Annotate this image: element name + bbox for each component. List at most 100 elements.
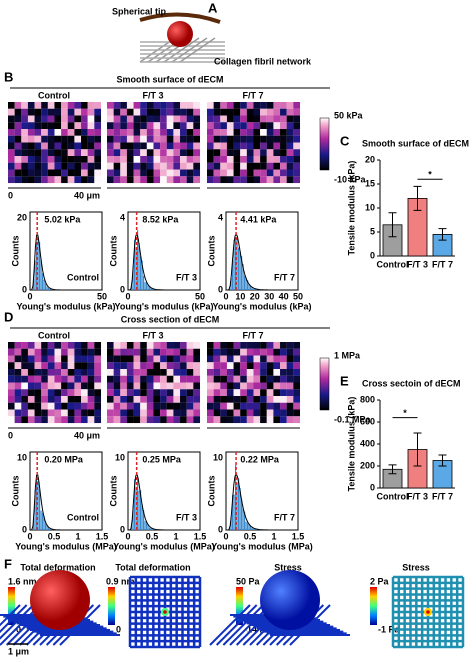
y-tick-label: 20 — [365, 154, 375, 164]
heatmap-cell — [74, 355, 82, 363]
histogram-bar — [144, 520, 146, 530]
heatmap-cell — [260, 149, 267, 157]
heatmap-cell — [186, 409, 194, 417]
heatmap-cell — [186, 162, 194, 170]
histogram-bar — [48, 527, 50, 530]
histogram-bar — [233, 239, 235, 290]
heatmap-cell — [226, 402, 234, 410]
heatmap-cell — [266, 169, 274, 177]
histogram-bar — [241, 499, 243, 530]
heatmap-cell — [186, 169, 194, 177]
heatmap-cell — [126, 169, 134, 177]
x-axis-label: Young's modulus (kPa) — [213, 301, 312, 311]
histogram-bar — [37, 481, 39, 530]
heatmap-cell — [153, 342, 161, 349]
panel-title: Stress — [274, 562, 302, 572]
heatmap-cell — [207, 382, 214, 390]
heatmap-cell — [153, 102, 161, 109]
heatmap-cell — [8, 135, 15, 143]
heatmap-cell — [240, 115, 247, 123]
heatmap-cell — [74, 382, 82, 390]
heatmap-cell — [273, 108, 281, 116]
heatmap-cell — [61, 409, 68, 417]
heatmap-cell — [220, 409, 227, 417]
heatmap-cell — [21, 342, 28, 349]
heatmap-cell — [47, 362, 55, 370]
heatmap-cell — [81, 348, 88, 356]
heatmap-cell — [286, 402, 294, 410]
histogram-bar — [147, 285, 149, 290]
heatmap-cell — [14, 409, 22, 417]
heatmap-cell — [160, 402, 167, 410]
heatmap-cell — [233, 108, 241, 116]
heatmap-cell — [193, 102, 201, 109]
heatmap-cell — [246, 156, 254, 163]
heatmap-cell — [293, 409, 301, 417]
heatmap-cell — [166, 142, 174, 150]
heatmap-cell — [126, 375, 134, 383]
heatmap-cell — [113, 142, 121, 150]
x-axis-label: Young's modulus (kPa) — [17, 301, 116, 311]
heatmap-cell — [94, 389, 102, 397]
heatmap-cell — [286, 375, 294, 383]
y-axis-label: Counts — [108, 236, 118, 267]
heatmap-cell — [54, 142, 62, 150]
heatmap-cell — [166, 108, 174, 116]
grid — [0, 604, 28, 634]
heatmap-cell — [260, 375, 267, 383]
x-tick-label: 0 — [125, 291, 130, 301]
heatmap-cell — [253, 102, 261, 109]
heatmap-cell — [293, 342, 301, 349]
heatmap-cell — [113, 409, 121, 417]
heatmap-cell — [41, 176, 48, 184]
heatmap-cell — [153, 176, 161, 184]
heatmap-cell — [173, 176, 181, 184]
heatmap-cell — [260, 176, 267, 184]
heatmap-cell — [74, 115, 82, 123]
heatmap-cell — [213, 156, 221, 163]
heatmap-cell — [160, 115, 167, 123]
heatmap-cell — [47, 409, 55, 417]
histogram-bar — [40, 510, 42, 530]
heatmap-cell — [41, 129, 48, 136]
heatmap-cell — [240, 389, 247, 397]
heatmap-cell — [266, 156, 274, 163]
heatmap-cell — [166, 375, 174, 383]
heatmap-cell — [120, 108, 127, 116]
heatmap-cell — [233, 342, 241, 349]
heatmap-cell — [21, 402, 28, 410]
x-tick-label: 0.5 — [146, 531, 159, 541]
heatmap-cell — [180, 402, 187, 410]
heatmap-cell — [226, 162, 234, 170]
panel-letter: F — [4, 556, 12, 571]
histogram-bar — [132, 505, 134, 530]
heatmap-cell — [166, 176, 174, 184]
heatmap-cell — [81, 396, 88, 403]
heatmap-cell — [153, 142, 161, 150]
heatmap-cell — [293, 402, 301, 410]
heatmap-cell — [160, 362, 167, 370]
heatmap-cell — [153, 375, 161, 383]
heatmap-cell — [133, 122, 141, 130]
heatmap-cell — [193, 416, 201, 424]
heatmap-cell — [94, 362, 102, 370]
heatmap-cell — [87, 122, 95, 130]
heatmap-cell — [207, 409, 214, 417]
heatmap-cell — [253, 162, 261, 170]
heatmap-cell — [240, 382, 247, 390]
histogram-bar — [147, 524, 149, 530]
heatmap-cell — [193, 375, 201, 383]
heatmap-cell — [293, 142, 301, 150]
heatmap-cell — [173, 162, 181, 170]
heatmap-cell — [81, 135, 88, 143]
heatmap-cell — [126, 416, 134, 424]
panel-title: Cross section of dECM — [121, 314, 220, 324]
heatmap-cell — [14, 108, 22, 116]
histogram-bar — [253, 288, 255, 290]
heatmap-cell — [280, 115, 287, 123]
heatmap-cell — [107, 156, 114, 163]
heatmap-cell — [293, 122, 301, 130]
heatmap-cell — [293, 156, 301, 163]
heatmap-cell — [81, 369, 88, 376]
heatmap-cell — [74, 402, 82, 410]
